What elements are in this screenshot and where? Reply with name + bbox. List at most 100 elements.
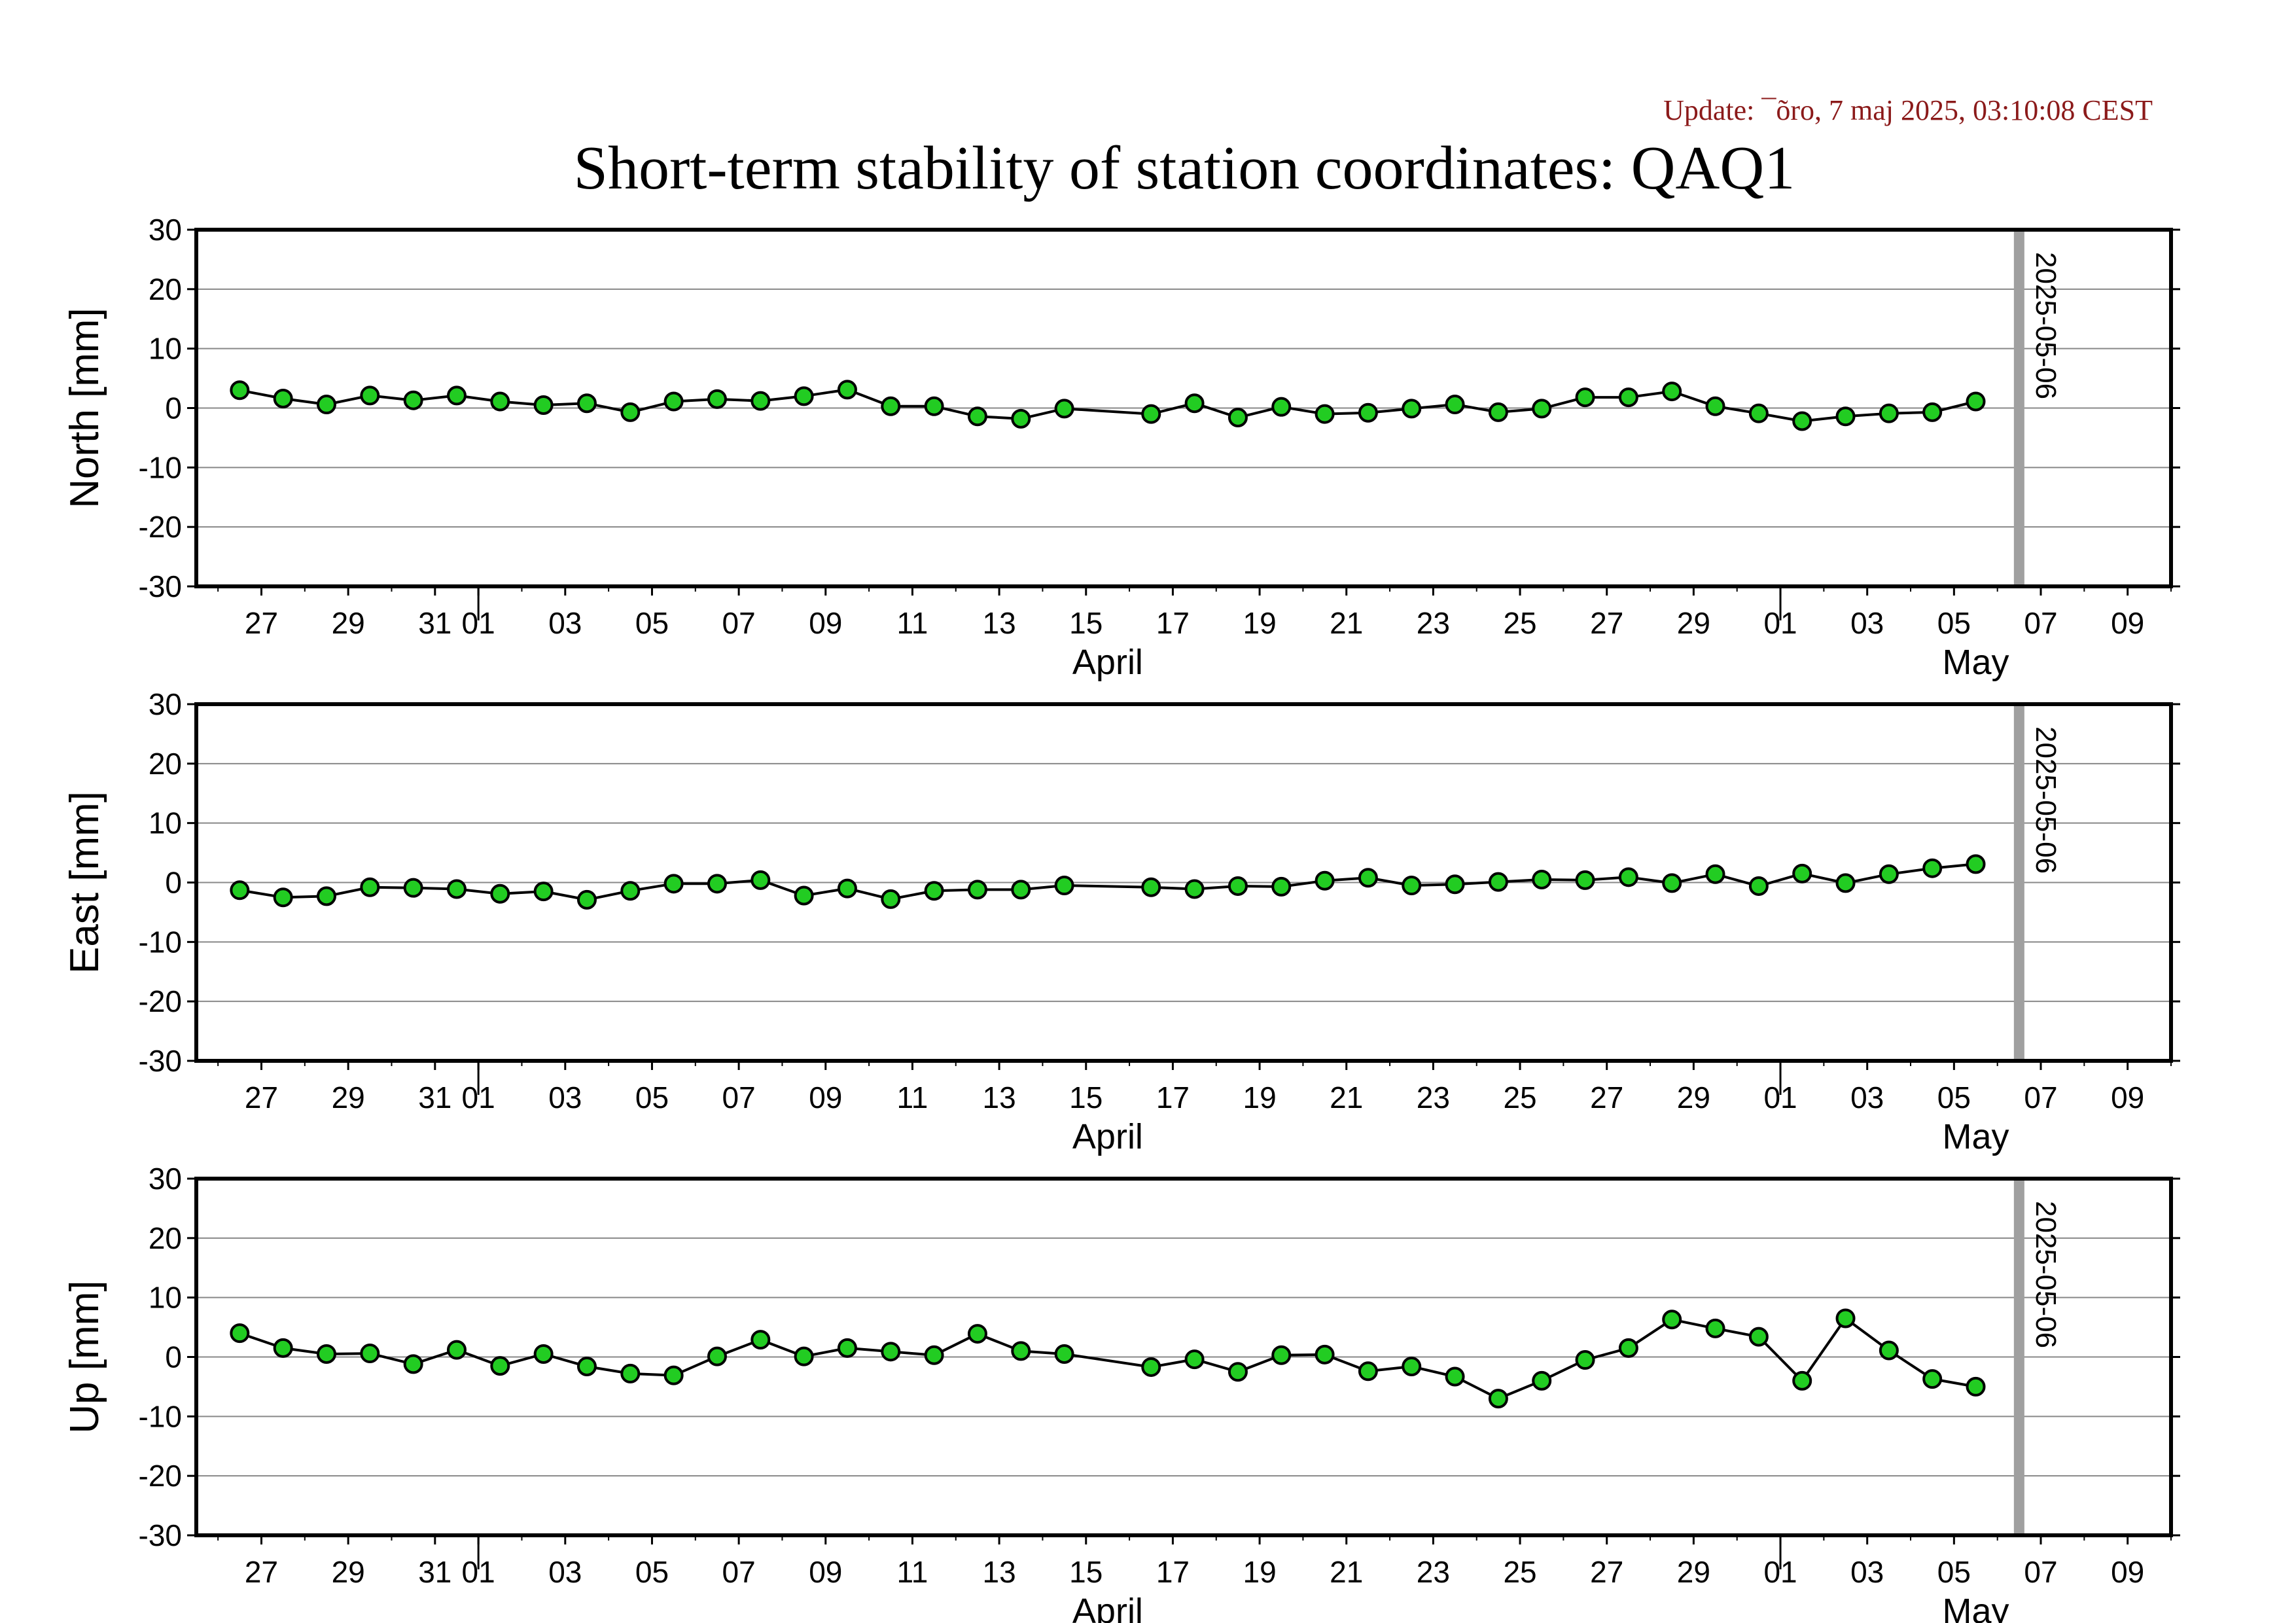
date-marker-label: 2025-05-06	[2030, 1201, 2062, 1348]
x-tick-label: 03	[548, 1555, 582, 1589]
x-tick-label: 05	[1937, 1080, 1971, 1115]
data-point	[490, 391, 510, 412]
data-point	[1792, 863, 1812, 883]
data-point	[1922, 1369, 1943, 1389]
x-tick-label: 05	[1937, 606, 1971, 640]
y-tick-label: 20	[149, 747, 182, 781]
x-tick-label: 31	[418, 1080, 451, 1115]
data-point	[1575, 387, 1595, 408]
x-tick-label: 09	[2111, 1080, 2144, 1115]
x-tick-label: 03	[1850, 1555, 1884, 1589]
y-tick-label: 0	[165, 866, 182, 900]
data-point	[1532, 1370, 1552, 1391]
data-point	[360, 877, 380, 897]
data-point	[967, 880, 987, 900]
x-tick-label: 15	[1069, 1555, 1103, 1589]
y-tick-label: -10	[139, 450, 182, 484]
data-point	[794, 386, 814, 406]
data-point	[1966, 1376, 1986, 1397]
data-point	[1445, 1366, 1465, 1387]
data-point	[837, 878, 857, 899]
plot-frame	[194, 228, 2173, 588]
data-point	[707, 1346, 727, 1366]
data-point	[751, 1330, 771, 1350]
data-point	[1315, 870, 1335, 891]
y-axis-label: East [mm]	[62, 791, 107, 974]
x-tick-label: 25	[1503, 1555, 1536, 1589]
data-point	[1966, 391, 1986, 412]
data-point	[1966, 854, 1986, 874]
y-tick-label: 0	[165, 1340, 182, 1374]
data-point	[1184, 1349, 1205, 1370]
data-point	[707, 874, 727, 894]
y-tick-label: -10	[139, 925, 182, 959]
data-point	[576, 889, 597, 910]
data-point	[1271, 876, 1292, 897]
data-point	[230, 880, 250, 901]
date-marker-bar	[2013, 230, 2024, 586]
data-point	[1141, 877, 1161, 897]
x-tick-label: 29	[332, 1555, 365, 1589]
month-label: April	[1072, 643, 1143, 682]
data-point	[1662, 1310, 1682, 1330]
date-marker-label: 2025-05-06	[2030, 252, 2062, 399]
x-tick-label: 17	[1156, 606, 1190, 640]
update-timestamp: Update: ¯õro, 7 maj 2025, 03:10:08 CEST	[1663, 94, 2153, 126]
data-point	[881, 396, 901, 416]
y-axis-label: North [mm]	[62, 308, 107, 508]
data-point	[1922, 402, 1943, 422]
data-point	[1922, 858, 1943, 878]
y-tick-label: 0	[165, 391, 182, 425]
data-point	[1011, 1341, 1031, 1361]
data-point	[794, 1346, 814, 1366]
data-point	[316, 886, 336, 906]
data-point	[446, 385, 467, 406]
data-point	[1315, 404, 1335, 424]
data-point	[620, 1363, 641, 1383]
x-tick-label: 07	[722, 1555, 756, 1589]
x-tick-label: 27	[1590, 606, 1623, 640]
data-point	[1662, 382, 1682, 402]
data-point	[1227, 408, 1248, 428]
data-point	[490, 883, 510, 904]
x-tick-label: 19	[1243, 1555, 1276, 1589]
x-tick-label: 29	[1677, 1080, 1710, 1115]
data-point	[446, 1340, 467, 1360]
data-point	[751, 391, 771, 411]
x-tick-label: 27	[1590, 1555, 1623, 1589]
data-point	[1532, 399, 1552, 419]
data-point	[446, 879, 467, 899]
y-tick-label: -30	[139, 1044, 182, 1078]
x-tick-label: 31	[418, 606, 451, 640]
chart-title: Short-term stability of station coordina…	[574, 134, 1795, 202]
data-point	[1054, 399, 1074, 419]
data-point	[620, 881, 641, 901]
x-tick-label: 13	[983, 1555, 1016, 1589]
data-point	[1054, 876, 1074, 896]
data-point	[1358, 402, 1378, 423]
data-point	[1227, 876, 1248, 896]
x-tick-label: 29	[1677, 606, 1710, 640]
data-point	[1271, 1345, 1292, 1365]
date-marker-label: 2025-05-06	[2030, 726, 2062, 874]
y-tick-label: -10	[139, 1399, 182, 1433]
x-tick-label: 07	[2024, 1080, 2057, 1115]
x-tick-label: 11	[897, 606, 928, 640]
data-point	[1748, 403, 1769, 423]
data-point	[1488, 1389, 1508, 1409]
x-tick-label: 15	[1069, 1080, 1103, 1115]
x-tick-label: 29	[1677, 1555, 1710, 1589]
x-tick-label: 23	[1417, 1080, 1450, 1115]
x-tick-label: 15	[1069, 606, 1103, 640]
x-tick-label: 21	[1330, 1555, 1363, 1589]
data-point	[533, 882, 554, 902]
data-point	[1748, 1327, 1769, 1347]
data-point	[1748, 876, 1769, 896]
data-point	[837, 380, 857, 400]
data-point	[837, 1338, 857, 1358]
plot-frame	[194, 702, 2173, 1063]
x-tick-label: 03	[548, 1080, 582, 1115]
data-point	[1879, 1340, 1899, 1361]
series-line	[239, 388, 1976, 423]
